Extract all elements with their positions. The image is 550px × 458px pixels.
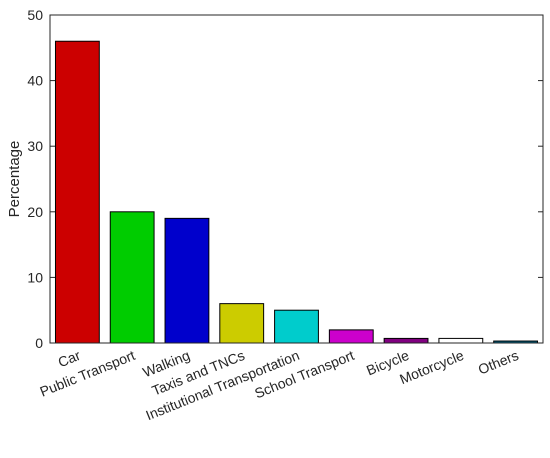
- x-category-label: Others: [476, 347, 521, 378]
- bar-motorcycle: [438, 337, 484, 344]
- y-tick-label: 0: [35, 335, 43, 351]
- bar-taxis-and-tncs: [219, 303, 265, 344]
- bar-bicycle: [383, 337, 429, 344]
- bar-school-transport: [328, 329, 374, 344]
- y-tick-label: 30: [27, 138, 43, 154]
- plot-area-frame: [49, 14, 544, 344]
- y-tick-label: 20: [27, 204, 43, 220]
- x-category-label: Public Transport: [37, 347, 137, 400]
- y-tick-label: 10: [27, 269, 43, 285]
- y-axis-ticks: 0 10 20 30 40 50: [27, 7, 543, 351]
- bars: [54, 40, 539, 344]
- y-tick-label: 40: [27, 73, 43, 89]
- bar-public-transport: [109, 211, 155, 344]
- y-tick-label: 50: [27, 7, 43, 23]
- x-category-label: Car: [56, 347, 83, 370]
- y-axis-title: Percentage: [6, 141, 23, 218]
- bar-institutional-transportation: [274, 309, 319, 344]
- bar-car: [54, 40, 100, 344]
- bar-walking: [164, 217, 210, 344]
